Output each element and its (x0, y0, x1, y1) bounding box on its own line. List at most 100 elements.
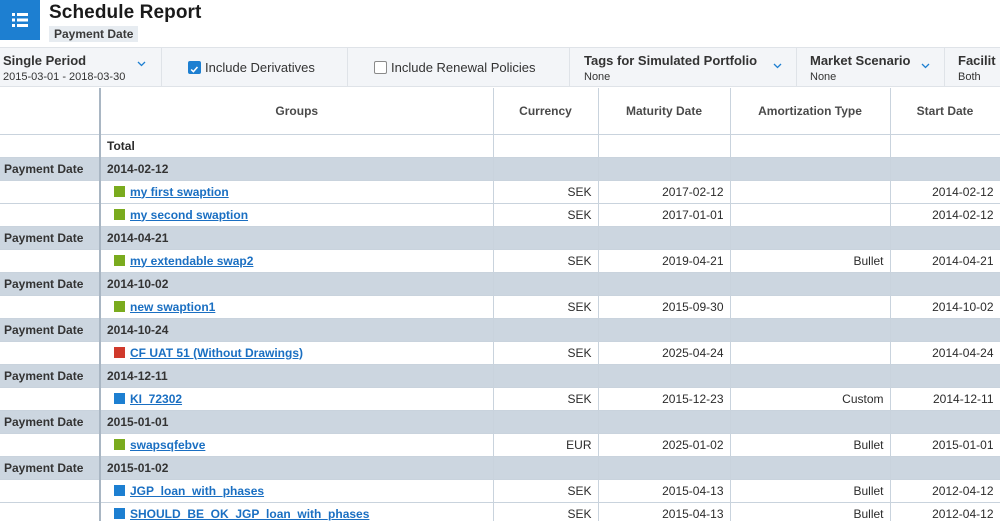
table-row[interactable]: KI_72302 SEK 2015-12-23 Custom 2014-12-11 (0, 387, 1000, 411)
instrument-type-icon (114, 484, 125, 496)
start-date-cell: 2012-04-12 (890, 502, 1000, 521)
maturity-date-cell: 2017-01-01 (598, 203, 731, 227)
group-label: Payment Date (0, 318, 101, 342)
maturity-date-cell: 2015-04-13 (598, 479, 731, 503)
group-row[interactable]: Payment Date 2014-02-12 (0, 157, 1000, 181)
tags-filter-value: None (584, 71, 611, 83)
instrument-cell: my second swaption (100, 203, 494, 227)
checkbox-unchecked-icon[interactable] (374, 61, 387, 74)
group-date: 2015-01-01 (100, 410, 494, 434)
market-scenario-value: None (810, 71, 837, 83)
empty-cell (730, 157, 891, 181)
group-row[interactable]: Payment Date 2014-10-02 (0, 272, 1000, 296)
currency-cell: SEK (493, 203, 599, 227)
menu-button[interactable] (0, 0, 40, 40)
tags-filter[interactable]: Tags for Simulated Portfolio None (570, 48, 797, 86)
empty-cell (890, 364, 1000, 388)
table-row[interactable]: swapsqfebve EUR 2025-01-02 Bullet 2015-01-01 (0, 433, 1000, 457)
empty-cell (890, 226, 1000, 250)
filter-bar: Single Period 2015-03-01 - 2018-03-30 In… (0, 47, 1000, 87)
start-date-cell: 2015-01-01 (890, 433, 1000, 457)
group-row[interactable]: Payment Date 2014-04-21 (0, 226, 1000, 250)
instrument-link[interactable]: swapsqfebve (130, 437, 206, 452)
instrument-type-icon (114, 300, 125, 312)
instrument-cell: swapsqfebve (100, 433, 494, 457)
table-row[interactable]: new swaption1 SEK 2015-09-30 2014-10-02 (0, 295, 1000, 319)
instrument-link[interactable]: my second swaption (130, 207, 249, 222)
column-header-start-date[interactable]: Start Date (890, 88, 1000, 135)
empty-cell (493, 272, 599, 296)
empty-cell (598, 272, 731, 296)
instrument-link[interactable]: my first swaption (130, 184, 229, 199)
group-date: 2015-01-02 (100, 456, 494, 480)
empty-cell (730, 226, 891, 250)
facility-filter[interactable]: Facilit Both (945, 48, 1000, 86)
instrument-link[interactable]: my extendable swap2 (130, 253, 254, 268)
empty-cell (598, 318, 731, 342)
start-date-cell: 2014-04-24 (890, 341, 1000, 365)
column-header-amortization-type[interactable]: Amortization Type (730, 88, 891, 135)
empty-cell (0, 387, 101, 411)
amortization-type-cell: Custom (730, 387, 891, 411)
empty-cell (0, 341, 101, 365)
empty-cell (0, 180, 101, 204)
column-header (0, 88, 101, 135)
tags-filter-label: Tags for Simulated Portfolio (584, 53, 758, 68)
table-row[interactable]: my extendable swap2 SEK 2019-04-21 Bullet 20… (0, 249, 1000, 273)
instrument-link[interactable]: JGP_loan_with_phases (130, 483, 265, 498)
maturity-date-cell: 2015-09-30 (598, 295, 731, 319)
group-date: 2014-10-02 (100, 272, 494, 296)
empty-cell (730, 410, 891, 434)
start-date-cell: 2014-12-11 (890, 387, 1000, 411)
empty-cell (730, 318, 891, 342)
table-row[interactable]: JGP_loan_with_phases SEK 2015-04-13 Bullet 2… (0, 479, 1000, 503)
market-scenario-filter[interactable]: Market Scenario None (797, 48, 945, 86)
instrument-cell: KI_72302 (100, 387, 494, 411)
table-row[interactable]: my first swaption SEK 2017-02-12 2014-02-12 (0, 180, 1000, 204)
empty-cell (730, 364, 891, 388)
currency-cell: SEK (493, 387, 599, 411)
maturity-date-cell: 2019-04-21 (598, 249, 731, 273)
empty-cell (730, 134, 891, 158)
column-header-currency[interactable]: Currency (493, 88, 599, 135)
amortization-type-cell (730, 203, 891, 227)
period-filter-label: Single Period (3, 53, 87, 68)
include-renewal-toggle[interactable]: Include Renewal Policies (348, 48, 570, 86)
empty-cell (493, 226, 599, 250)
group-row[interactable]: Payment Date 2015-01-02 (0, 456, 1000, 480)
empty-cell (598, 157, 731, 181)
group-date: 2014-10-24 (100, 318, 494, 342)
instrument-link[interactable]: CF UAT 51 (Without Drawings) (130, 345, 303, 360)
group-row[interactable]: Payment Date 2014-12-11 (0, 364, 1000, 388)
amortization-type-cell: Bullet (730, 479, 891, 503)
column-header-groups[interactable]: Groups (100, 88, 494, 135)
empty-cell (598, 226, 731, 250)
column-header-maturity-date[interactable]: Maturity Date (598, 88, 731, 135)
instrument-link[interactable]: SHOULD_BE_OK_JGP_loan_with_phases (130, 506, 370, 521)
period-filter-value: 2015-03-01 - 2018-03-30 (3, 71, 126, 83)
include-derivatives-toggle[interactable]: Include Derivatives (162, 48, 348, 86)
checkbox-checked-icon[interactable] (188, 61, 201, 74)
facility-filter-label: Facilit (958, 53, 996, 68)
instrument-link[interactable]: KI_72302 (130, 391, 183, 406)
group-row[interactable]: Payment Date 2015-01-01 (0, 410, 1000, 434)
empty-cell (890, 272, 1000, 296)
instrument-type-icon (114, 185, 125, 197)
table-row[interactable]: my second swaption SEK 2017-01-01 2014-02-1… (0, 203, 1000, 227)
instrument-cell: JGP_loan_with_phases (100, 479, 494, 503)
period-filter[interactable]: Single Period 2015-03-01 - 2018-03-30 (0, 48, 162, 86)
empty-cell (0, 203, 101, 227)
table-row[interactable]: SHOULD_BE_OK_JGP_loan_with_phases SEK 2015… (0, 502, 1000, 521)
empty-cell (890, 318, 1000, 342)
table-header-row: Groups Currency Maturity Date Amortizati… (0, 88, 1000, 135)
table-row[interactable]: CF UAT 51 (Without Drawings) SEK 2025-04-2… (0, 341, 1000, 365)
group-date: 2014-04-21 (100, 226, 494, 250)
instrument-link[interactable]: new swaption1 (130, 299, 216, 314)
group-row[interactable]: Payment Date 2014-10-24 (0, 318, 1000, 342)
group-date: 2014-12-11 (100, 364, 494, 388)
instrument-type-icon (114, 507, 125, 519)
start-date-cell: 2014-10-02 (890, 295, 1000, 319)
empty-cell (598, 364, 731, 388)
grouping-badge[interactable]: Payment Date (49, 26, 139, 42)
amortization-type-cell: Bullet (730, 249, 891, 273)
